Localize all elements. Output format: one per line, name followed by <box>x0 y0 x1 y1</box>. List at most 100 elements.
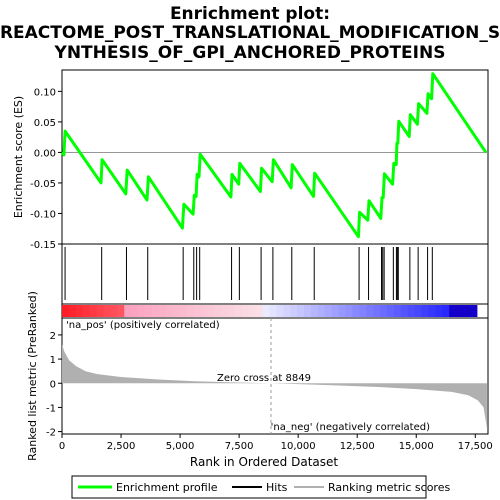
color-bar-segment <box>214 305 222 317</box>
x-tick-label: 5,000 <box>166 441 195 452</box>
color-bar-segment <box>103 305 111 317</box>
color-bar-segment <box>89 305 98 317</box>
color-bar-segment <box>310 305 319 317</box>
x-tick-label: 7,500 <box>225 441 254 452</box>
color-bar-segment <box>345 305 353 317</box>
ranking-color-bar <box>61 303 489 319</box>
color-bar-segment <box>380 305 388 317</box>
color-bar-segment <box>387 305 395 317</box>
color-bar-segment <box>193 305 201 317</box>
color-bar-segment <box>241 305 250 317</box>
color-bar-segment <box>207 305 215 317</box>
es-panel-frame <box>61 69 489 245</box>
metric-y-tick-label: -2 <box>46 428 56 439</box>
negative-correlation-label: 'na_neg' (negatively correlated) <box>271 422 430 433</box>
chart-title-line-1: Enrichment plot: <box>170 4 330 24</box>
hits-marks <box>64 247 433 300</box>
color-bar-segment <box>442 305 450 317</box>
color-bar-segment <box>110 305 118 317</box>
color-bar-segment <box>62 305 70 317</box>
color-bar-segment <box>165 305 174 317</box>
color-bar-segment <box>117 305 125 317</box>
color-bar-segment <box>151 305 160 317</box>
color-bar-segment <box>470 305 478 317</box>
color-bar-segment <box>331 305 340 317</box>
color-bar-segment <box>290 305 298 317</box>
color-bar-segment <box>248 305 257 317</box>
color-bar-segment <box>449 305 457 317</box>
positive-correlation-label: 'na_pos' (positively correlated) <box>66 320 220 331</box>
color-bar-segment <box>283 305 291 317</box>
chart-title-line-2: REACTOME_POST_TRANSLATIONAL_MODIFICATION… <box>0 23 500 43</box>
x-tick-label: 12,500 <box>340 441 375 452</box>
color-bar-segment <box>75 305 84 317</box>
es-y-tick-label: -0.05 <box>30 179 56 190</box>
color-bar-segment <box>456 305 464 317</box>
metric-panel: -2 -1 0 1 2 0 2,500 5,000 7,500 10,000 12,500 15,0… <box>26 291 493 469</box>
x-tick-label: 17,500 <box>458 441 493 452</box>
color-bar-segment <box>234 305 243 317</box>
color-bar-segment <box>131 305 139 317</box>
es-y-tick-label: 0.10 <box>34 87 56 98</box>
color-bar-segment <box>463 305 471 317</box>
color-bar-segment <box>96 305 104 317</box>
color-bar-segment <box>200 305 208 317</box>
color-bar-segment <box>276 305 284 317</box>
color-bar-segment <box>366 305 374 317</box>
color-bar-segment <box>400 305 409 317</box>
chart-title-line-3: YNTHESIS_OF_GPI_ANCHORED_PROTEINS <box>54 43 446 63</box>
metric-y-axis: -2 -1 0 1 2 <box>46 331 62 439</box>
metric-y-tick-label: 2 <box>50 331 56 342</box>
metric-y-tick-label: 1 <box>50 355 56 366</box>
metric-x-axis: 0 2,500 5,000 7,500 10,000 12,500 15,000 17,500 <box>59 434 493 452</box>
color-bar-segment <box>352 305 360 317</box>
es-y-tick-label: -0.10 <box>30 209 56 220</box>
color-bar-segment <box>82 305 91 317</box>
color-bar-segment <box>262 305 270 317</box>
legend-enrichment-label: Enrichment profile <box>116 481 218 494</box>
color-bar-segment <box>144 305 153 317</box>
color-bar-segment <box>304 305 312 317</box>
es-y-axis: -0.15 -0.10 -0.05 0.00 0.05 0.10 <box>30 87 62 251</box>
color-bar-segment <box>297 305 305 317</box>
color-bar-segment <box>421 305 429 317</box>
hits-panel-frame <box>61 243 489 305</box>
zero-cross-label: Zero cross at 8849 <box>217 373 311 384</box>
color-bar-segment <box>414 305 423 317</box>
color-bar-segment <box>255 305 264 317</box>
color-bar-segment <box>186 305 194 317</box>
x-axis-label: Rank in Ordered Dataset <box>190 455 338 469</box>
legend: Enrichment profile Hits Ranking metric s… <box>71 475 450 499</box>
color-bar-segment <box>435 305 443 317</box>
color-bar-segment <box>407 305 416 317</box>
x-tick-label: 0 <box>59 441 65 452</box>
color-bar-segment <box>227 305 236 317</box>
color-bar-segment <box>317 305 326 317</box>
color-bar-segment <box>359 305 367 317</box>
metric-y-tick-label: 0 <box>50 379 56 390</box>
metric-panel-frame <box>61 317 489 435</box>
legend-hits-label: Hits <box>266 481 288 494</box>
color-bar-segment <box>138 305 146 317</box>
es-y-tick-label: -0.15 <box>30 240 56 251</box>
legend-metric-label: Ranking metric scores <box>328 481 450 494</box>
x-tick-label: 10,000 <box>281 441 316 452</box>
es-y-tick-label: 0.00 <box>34 148 56 159</box>
color-bar-segment <box>338 305 347 317</box>
es-y-tick-label: 0.05 <box>34 118 56 129</box>
enrichment-profile-line <box>60 72 488 239</box>
color-bar-segment <box>269 305 277 317</box>
hits-panel <box>61 243 489 305</box>
color-bar-segment <box>158 305 167 317</box>
ranking-metric-area <box>62 344 487 428</box>
color-bar-segment <box>68 305 77 317</box>
color-bar-segment <box>221 305 229 317</box>
x-tick-label: 15,000 <box>399 441 434 452</box>
es-y-axis-label: Enrichment score (ES) <box>12 96 25 218</box>
color-bar-segment <box>124 305 132 317</box>
color-bar-segment <box>428 305 436 317</box>
metric-y-axis-label: Ranked list metric (PreRanked) <box>26 291 39 461</box>
metric-y-tick-label: -1 <box>46 403 56 414</box>
es-panel: -0.15 -0.10 -0.05 0.00 0.05 0.10 Enrichment s… <box>12 69 489 251</box>
